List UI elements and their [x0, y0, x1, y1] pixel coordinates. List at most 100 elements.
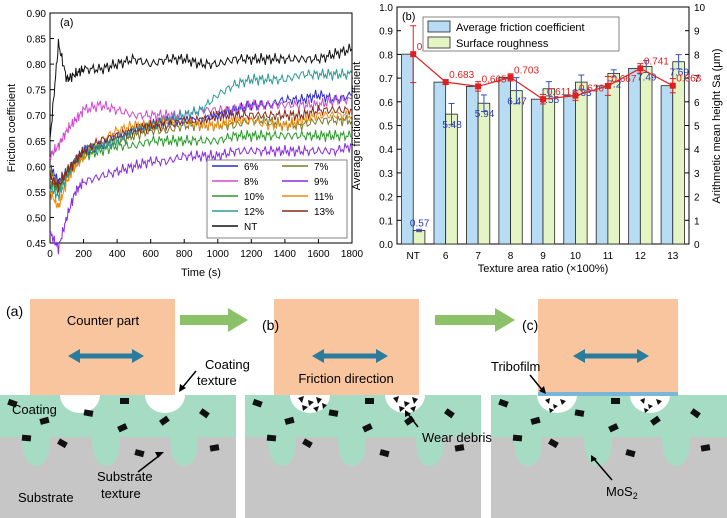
legend-b: Average friction coefficient Surface rou…: [422, 16, 620, 52]
schematic-label-b: (b): [262, 317, 279, 333]
marker-friction: [637, 65, 644, 72]
mos2-particle: [454, 444, 465, 452]
mos2-particle: [21, 434, 32, 442]
y-tick-label-b: 0.8: [379, 50, 393, 61]
x-axis-label-b: Texture area ratio (×100%): [478, 263, 609, 275]
legend-swatch-roughness: [427, 36, 451, 49]
value-label-friction: 0.665: [482, 74, 507, 85]
legend-label-a: 13%: [314, 207, 334, 218]
value-label-friction: 0.741: [644, 56, 669, 67]
bar-friction: [433, 81, 447, 245]
panel-label-b: (b): [402, 11, 415, 23]
y-tick-label-b: 0.7: [379, 74, 393, 85]
y-tick-label-a: 0.75: [27, 86, 47, 97]
bar-friction: [530, 98, 544, 245]
bar-roughness: [445, 113, 458, 245]
mos2-particle: [498, 398, 509, 408]
series-line-NT: [49, 38, 353, 140]
bar-friction: [660, 85, 674, 245]
schematic-label-c: (c): [522, 317, 538, 333]
tribofilm-label: Tribofilm: [491, 359, 540, 374]
annotation-pointers: [137, 370, 613, 481]
y-tick-label-a: 0.65: [27, 137, 47, 148]
x-tick-label-a: 1200: [240, 249, 263, 260]
mos2-label: MoS2: [606, 484, 638, 501]
marker-friction: [410, 51, 417, 58]
y-tick-label-a: 0.70: [27, 111, 47, 122]
legend-label-a: 11%: [314, 192, 333, 203]
y-tick-label-right-b: 3: [694, 169, 700, 180]
y-tick-label-b: 0.9: [379, 27, 393, 38]
x-tick-label-b: 13: [667, 251, 679, 262]
x-tick-label-b: 6: [443, 251, 449, 262]
x-tick-label-b: 8: [508, 251, 514, 262]
panel-label-a: (a): [60, 17, 73, 29]
series-line-12pct: [49, 68, 353, 202]
x-tick-label-a: 1000: [207, 249, 230, 260]
coating-texture-label-1: Coating: [205, 357, 250, 372]
y-tick-label-right-b: 4: [694, 145, 700, 156]
legend-label-a: 10%: [244, 192, 264, 203]
x-tick-label-a: 600: [142, 249, 159, 260]
x-tick-label-a: 800: [176, 249, 193, 260]
substrate-label: Substrate: [18, 490, 74, 505]
y-tick-label-right-b: 5: [694, 122, 700, 133]
value-label-roughness: 7.2: [607, 79, 621, 90]
x-tick-label-b: 9: [540, 251, 546, 262]
legend-label-a: 12%: [244, 207, 264, 218]
bar-roughness: [477, 102, 491, 245]
coating-label: Coating: [12, 402, 57, 417]
legend-label-a: 6%: [244, 162, 259, 173]
x-tick-label-b: 10: [570, 251, 582, 262]
wear-debris: [298, 396, 662, 413]
y-tick-label-b: 1.0: [379, 3, 393, 14]
tribofilm-layer: [538, 392, 678, 396]
marker-friction: [442, 79, 449, 86]
y-tick-label-b: 0.5: [379, 122, 393, 133]
y-tick-label-a: 0.85: [27, 35, 47, 46]
wear-debris-label: Wear debris: [422, 430, 492, 445]
value-label-roughness: 6.55: [540, 95, 560, 106]
bar-roughness: [639, 66, 653, 245]
y-tick-label-a: 0.55: [27, 188, 47, 199]
x-axis-label-a: Time (s): [181, 267, 221, 279]
value-label-roughness: 5.94: [475, 109, 495, 120]
value-label-roughness: 5.48: [442, 120, 462, 131]
mos2-particle: [611, 398, 620, 404]
y-tick-label-right-b: 0: [694, 240, 700, 251]
bar-roughness: [672, 61, 685, 245]
bar-friction: [628, 67, 641, 245]
substrate-texture-label-2: texture: [101, 486, 141, 501]
mos2-particle: [548, 438, 559, 449]
bar-friction: [401, 53, 414, 245]
bar-roughness: [412, 230, 426, 245]
mos2-particle: [209, 444, 220, 452]
value-label-friction: 0.668: [676, 74, 701, 85]
y-axis-label-b: Average friction coefficient: [351, 62, 363, 191]
x-tick-label-a: 1600: [307, 249, 330, 260]
counterpart-block-c: [538, 299, 678, 392]
marker-friction: [669, 82, 676, 89]
y-tick-label-b: 0.6: [379, 98, 393, 109]
wear-mechanism-schematic: (a) (b) (c) Counter part Coating texture…: [0, 299, 727, 518]
x-tick-label-b: 12: [635, 251, 647, 262]
y-tick-label-a: 0.45: [27, 239, 47, 250]
series-line-9pct: [49, 142, 353, 255]
value-label-friction: 0.611: [547, 87, 572, 98]
counterpart-block-b: [274, 299, 419, 395]
x-tick-label-b: 11: [603, 251, 614, 262]
mos2-particle: [39, 416, 50, 425]
mos2-particle: [159, 415, 170, 426]
friction-time-chart: 0.45 0.50 0.55 0.60 0.65 0.70 0.75 0.80 0.85 0.90…: [6, 9, 364, 279]
process-arrows: [180, 308, 515, 332]
substrate-texture-label-1: Substrate: [97, 469, 153, 484]
value-label-roughness: 7.69: [669, 68, 689, 79]
value-label-roughness: 0.57: [410, 218, 430, 229]
legend-swatch-friction: [427, 20, 451, 33]
mos2-particle: [57, 438, 68, 449]
value-label-friction: 0.626: [579, 84, 604, 95]
legend-a: 6% 7% 8% 9% 10% 11% 12% 13% NT: [206, 159, 348, 239]
value-label-roughness: 7.49: [637, 72, 657, 83]
y-tick-label-right-b: 6: [694, 98, 700, 109]
counterpart-block-a: [30, 299, 175, 395]
